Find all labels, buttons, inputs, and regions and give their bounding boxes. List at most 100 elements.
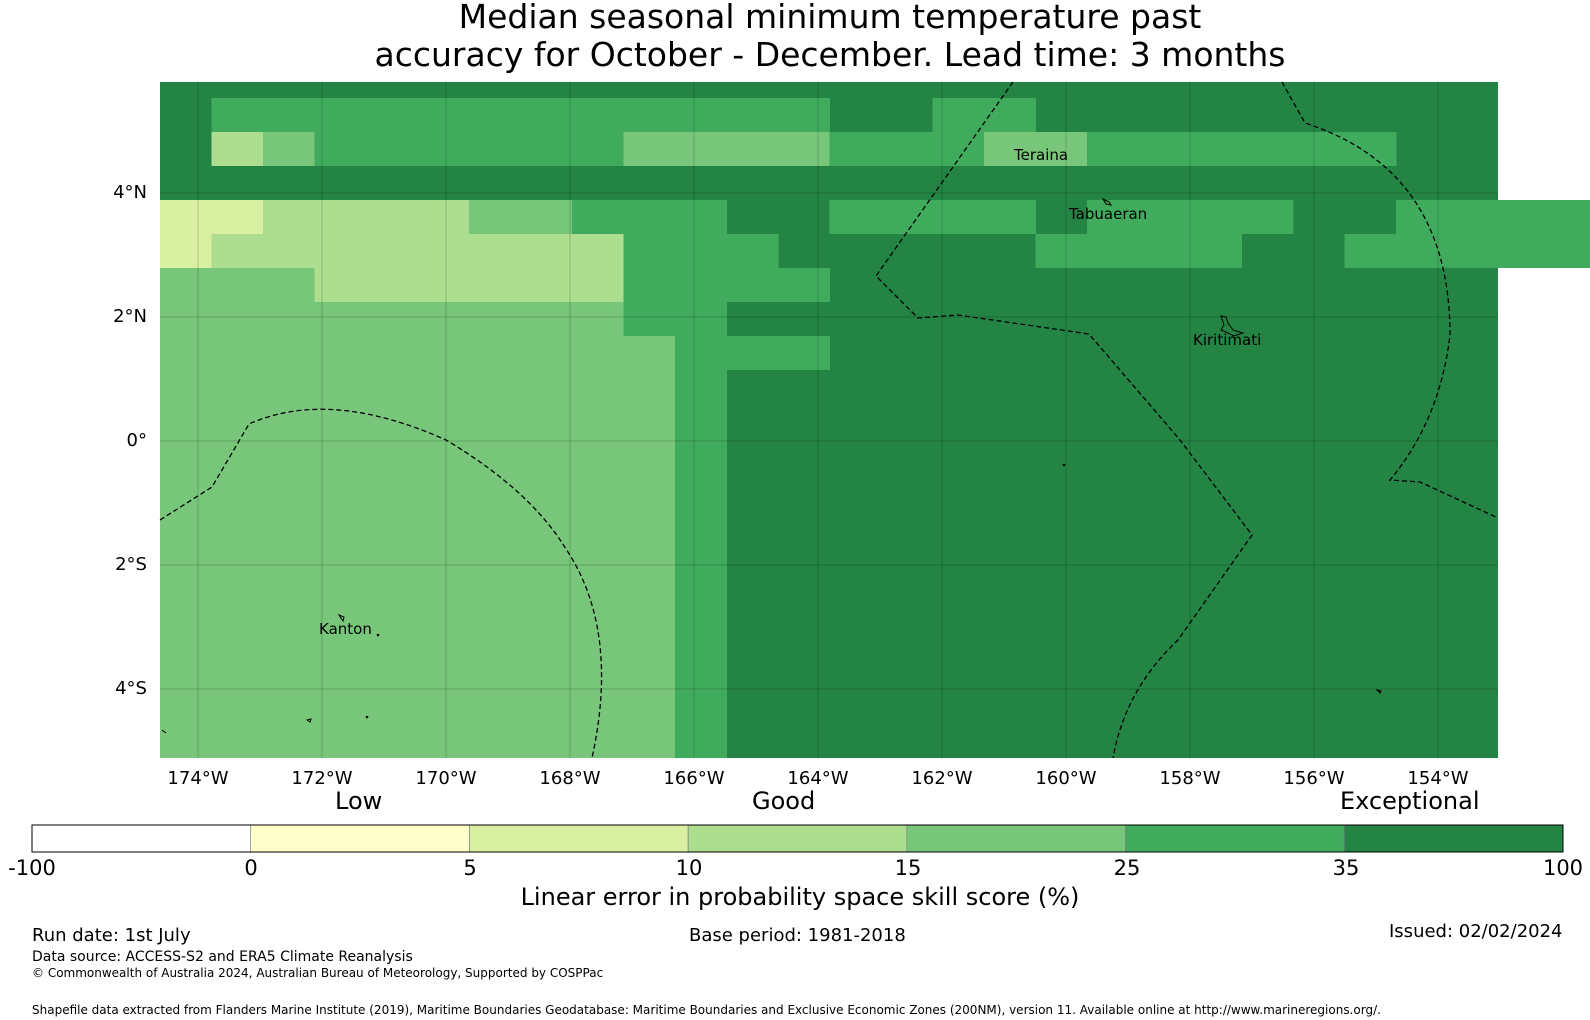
place-label: Kanton — [319, 620, 372, 638]
skill-cell — [211, 336, 264, 370]
skill-cell — [984, 132, 1036, 166]
skill-cell — [623, 370, 676, 404]
skill-cell — [778, 336, 830, 370]
skill-cell — [572, 268, 624, 302]
colorbar-tick: 100 — [1542, 856, 1584, 880]
colorbar-bin — [1125, 824, 1345, 853]
skill-cell — [520, 200, 573, 234]
skill-cell — [1138, 132, 1191, 166]
legend-category-low: Low — [335, 787, 383, 815]
skill-cell — [263, 404, 315, 758]
skill-cell — [1035, 132, 1088, 166]
skill-cell — [881, 132, 933, 166]
skill-cell — [572, 336, 624, 370]
skill-cell — [469, 302, 521, 336]
map-title-line1: Median seasonal minimum temperature past — [458, 0, 1202, 36]
skill-cell — [366, 404, 418, 758]
lon-label: 172°W — [291, 768, 353, 789]
skill-cell — [314, 200, 367, 234]
skill-cell — [520, 336, 573, 370]
lat-label: 4°N — [113, 182, 147, 203]
lon-label: 170°W — [415, 768, 477, 789]
skill-cell — [417, 370, 470, 404]
issued-date: Issued: 02/02/2024 — [1389, 921, 1563, 942]
skill-cell — [829, 200, 882, 234]
skill-cell — [417, 404, 470, 758]
lat-label: 4°S — [115, 678, 147, 699]
skill-cell — [1087, 200, 1139, 234]
skill-cells — [160, 82, 1590, 758]
skill-cell — [160, 234, 212, 268]
skill-cell — [778, 268, 830, 302]
skill-cell — [675, 98, 727, 132]
skill-cell — [675, 404, 727, 758]
place-label: Kiritimati — [1193, 331, 1261, 349]
skill-cell — [366, 98, 418, 132]
skill-cell — [623, 302, 676, 336]
skill-cell — [675, 268, 727, 302]
skill-cell — [572, 404, 624, 758]
skill-cell — [726, 98, 779, 132]
skill-cell — [263, 370, 315, 404]
skill-cell — [984, 200, 1036, 234]
skill-cell — [1190, 234, 1242, 268]
skill-cell — [469, 98, 521, 132]
lat-label: 0° — [126, 430, 147, 451]
skill-cell — [366, 370, 418, 404]
colorbar-bins — [31, 824, 1564, 853]
skill-cell — [520, 132, 573, 166]
skill-cell — [675, 132, 727, 166]
colorbar-bin — [250, 824, 470, 853]
lon-label: 174°W — [167, 768, 229, 789]
skill-cell — [263, 98, 315, 132]
skill-cell — [520, 404, 573, 758]
colorbar-bin — [906, 824, 1126, 853]
graticule — [160, 82, 1498, 758]
skill-cell — [572, 132, 624, 166]
skill-cell — [211, 302, 264, 336]
lon-label: 168°W — [539, 768, 601, 789]
legend-category-good: Good — [752, 787, 816, 815]
skill-cell — [572, 234, 624, 268]
skill-cell — [211, 404, 264, 758]
skill-cell — [314, 234, 367, 268]
skill-cell — [417, 200, 470, 234]
base-period: Base period: 1981-2018 — [689, 925, 906, 946]
skill-cell — [881, 200, 933, 234]
colorbar-tick: 15 — [894, 856, 922, 880]
skill-cell — [1344, 234, 1397, 268]
skill-cell — [1241, 200, 1294, 234]
skill-cell — [417, 132, 470, 166]
skill-cell — [263, 302, 315, 336]
skill-cell — [623, 234, 676, 268]
skill-cell — [520, 268, 573, 302]
skill-cell — [726, 132, 779, 166]
skill-cell — [778, 98, 830, 132]
run-date: Run date: 1st July — [32, 925, 191, 946]
lon-label: 164°W — [787, 768, 849, 789]
skill-cell — [366, 268, 418, 302]
legend-category-exceptional: Exceptional — [1340, 787, 1480, 815]
skill-cell — [1396, 200, 1448, 234]
skill-cell — [675, 302, 727, 336]
skill-cell — [932, 132, 985, 166]
skill-cell — [211, 98, 264, 132]
colorbar-tick: 10 — [675, 856, 703, 880]
skill-cell — [314, 404, 367, 758]
lon-label: 166°W — [663, 768, 725, 789]
skill-cell — [1035, 234, 1088, 268]
skill-cell — [675, 336, 727, 370]
skill-cell — [314, 370, 367, 404]
colorbar-tick: 25 — [1113, 856, 1141, 880]
skill-cell — [520, 234, 573, 268]
skill-cell — [829, 132, 882, 166]
skill-cell — [1190, 200, 1242, 234]
colorbar-bin — [687, 824, 908, 853]
skill-cell — [314, 98, 367, 132]
skill-cell — [726, 268, 779, 302]
skill-cell — [572, 98, 624, 132]
skill-cell — [469, 268, 521, 302]
skill-cell — [1293, 132, 1345, 166]
skill-cell — [263, 268, 315, 302]
